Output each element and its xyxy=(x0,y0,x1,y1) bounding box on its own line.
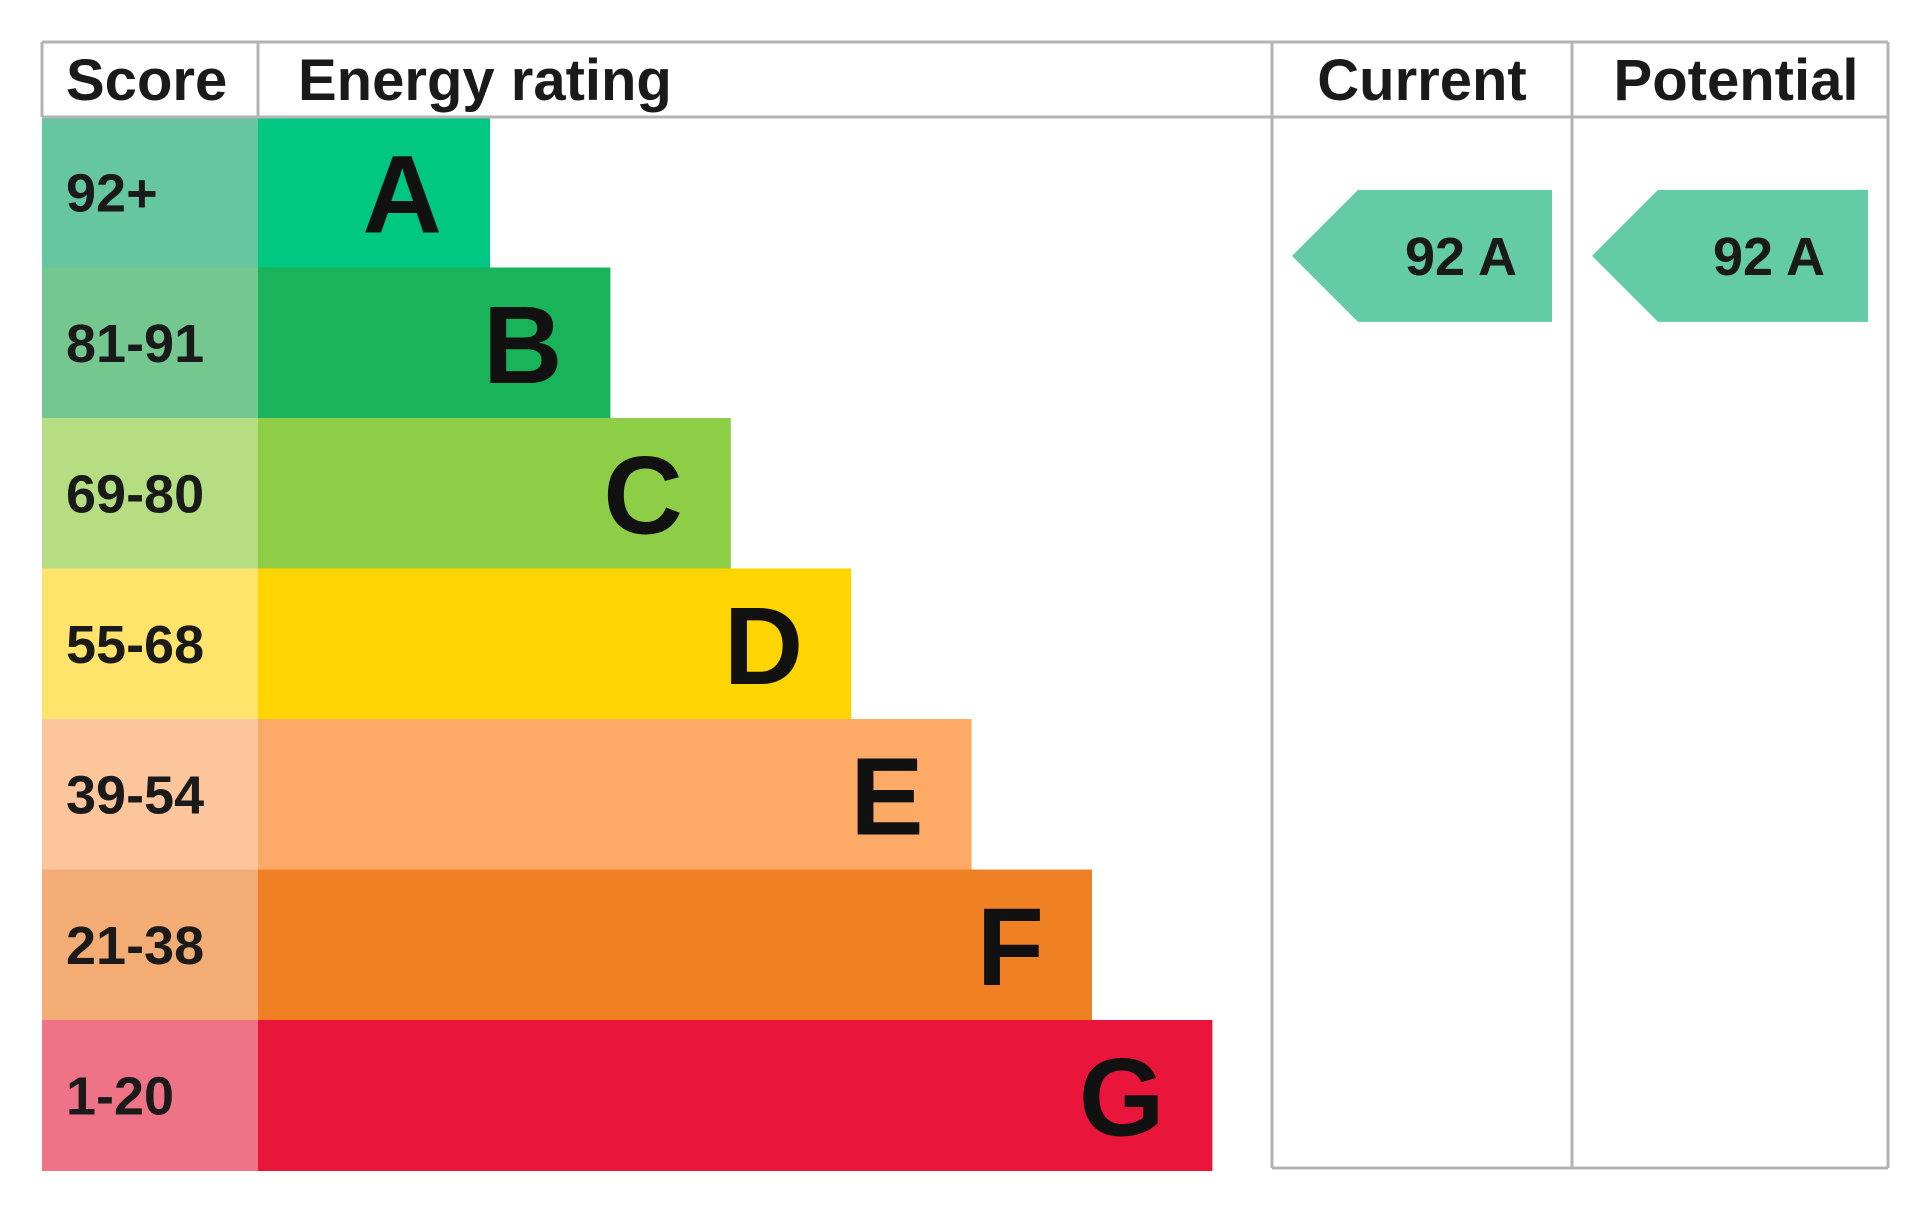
band-f: 21-38 F xyxy=(42,869,1092,1021)
score-column-header: Score xyxy=(66,48,227,113)
band-b: 81-91 B xyxy=(42,267,611,419)
score-range-a: 92+ xyxy=(66,163,158,223)
band-letter-b: B xyxy=(483,284,562,407)
score-cell-g xyxy=(42,1020,258,1171)
band-bar-c xyxy=(258,418,731,569)
band-bar-f xyxy=(258,869,1092,1021)
current-column-header: Current xyxy=(1317,48,1526,113)
band-bar-g xyxy=(258,1020,1213,1171)
potential-rating-indicator: 92 A xyxy=(1592,189,1868,322)
score-range-c: 69-80 xyxy=(66,464,204,524)
band-letter-a: A xyxy=(363,133,442,256)
band-bar-b xyxy=(258,267,611,419)
table-grid xyxy=(40,40,1890,1170)
score-range-b: 81-91 xyxy=(66,314,204,374)
band-d: 55-68 D xyxy=(42,568,852,720)
current-rating-indicator: 92 A xyxy=(1292,189,1552,322)
score-range-f: 21-38 xyxy=(66,916,204,976)
band-bar-a xyxy=(258,117,490,268)
band-letter-d: D xyxy=(724,585,803,708)
band-c: 69-80 C xyxy=(42,418,731,569)
potential-column-header: Potential xyxy=(1614,48,1859,113)
band-letter-g: G xyxy=(1079,1036,1165,1159)
score-cell-e xyxy=(42,719,258,870)
rating-bands: 92+ A 81-91 B 69-80 C 55-68 D 39-54 E 21-38 F 1-20 G xyxy=(42,117,1213,1171)
band-bar-d xyxy=(258,568,852,720)
band-a: 92+ A xyxy=(42,117,490,268)
potential-rating-arrow xyxy=(1592,189,1868,322)
energy-rating-column-header: Energy rating xyxy=(298,48,672,113)
band-bar-e xyxy=(258,719,972,870)
score-cell-f xyxy=(42,869,258,1021)
score-cell-a xyxy=(42,117,258,268)
band-g: 1-20 G xyxy=(42,1020,1213,1171)
band-letter-e: E xyxy=(850,735,923,858)
band-letter-c: C xyxy=(603,434,682,557)
score-cell-c xyxy=(42,418,258,569)
band-letter-f: F xyxy=(977,886,1044,1009)
current-rating-label: 92 A xyxy=(1405,227,1517,287)
score-range-e: 39-54 xyxy=(66,765,204,825)
current-rating-arrow xyxy=(1292,189,1552,322)
score-range-g: 1-20 xyxy=(66,1066,174,1126)
score-cell-b xyxy=(42,267,258,419)
band-e: 39-54 E xyxy=(42,719,972,870)
potential-rating-label: 92 A xyxy=(1713,227,1825,287)
score-range-d: 55-68 xyxy=(66,615,204,675)
score-cell-d xyxy=(42,568,258,720)
